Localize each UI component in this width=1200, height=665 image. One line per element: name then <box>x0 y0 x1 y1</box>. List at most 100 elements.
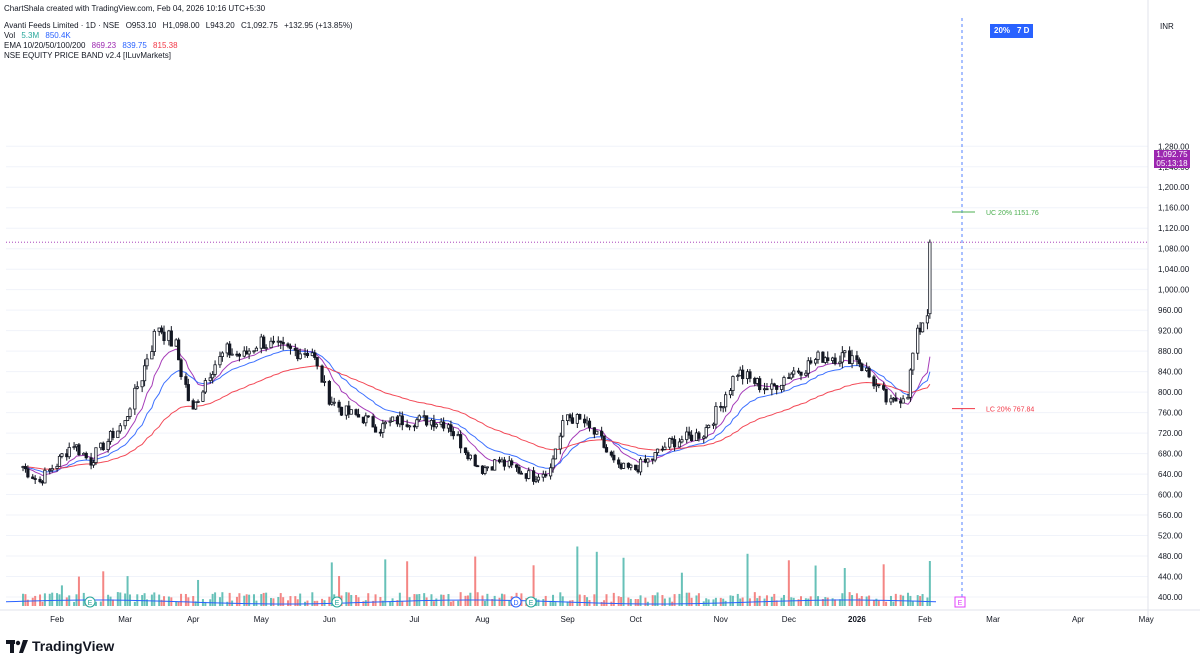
candle-body <box>424 415 429 426</box>
volume-bar <box>252 594 255 606</box>
candle-body <box>884 388 888 403</box>
candle-body <box>690 434 694 441</box>
volume-bar <box>418 594 421 606</box>
volume-bar <box>838 599 841 606</box>
volume-bar <box>423 593 426 606</box>
symbol-name[interactable]: Avanti Feeds Limited · 1D · NSE <box>4 21 120 30</box>
candle-body <box>252 350 256 353</box>
volume-bar <box>722 598 725 606</box>
volume-bar <box>583 595 586 606</box>
candle-body <box>473 454 477 467</box>
volume-bar <box>576 546 579 606</box>
volume-bar <box>48 593 51 606</box>
volume-bar <box>758 595 761 606</box>
volume-bar <box>214 592 217 606</box>
volume-bar <box>673 594 676 606</box>
event-marker-3: E <box>525 596 537 608</box>
candle-body <box>527 470 531 479</box>
volume-bar <box>680 572 683 606</box>
candle-body <box>707 424 711 429</box>
volume-bar <box>493 595 496 606</box>
band-days-badge: 7 D <box>1013 24 1034 38</box>
candle-body <box>94 447 98 464</box>
volume-bar <box>712 599 715 606</box>
volume-bar <box>542 599 545 606</box>
x-tick-label: Aug <box>475 615 489 624</box>
candle-body <box>177 339 181 361</box>
candle-body <box>434 423 438 428</box>
volume-bar <box>282 597 285 606</box>
candle-body <box>587 420 592 429</box>
volume-bar <box>146 599 149 606</box>
event-label: E <box>958 600 963 607</box>
candle-body <box>816 351 820 360</box>
volume-bar <box>877 600 880 606</box>
volume-bar <box>425 597 428 606</box>
candle-body <box>169 330 173 347</box>
candle-body <box>293 348 297 351</box>
volume-bar <box>43 593 46 606</box>
candle-body <box>84 452 88 459</box>
candle-body <box>211 374 215 379</box>
candle-body <box>850 355 854 365</box>
candle-body <box>67 447 71 458</box>
volume-bar <box>882 564 885 606</box>
volume-label[interactable]: Vol <box>4 31 16 40</box>
volume-bar <box>644 597 647 606</box>
volume-bar <box>391 598 394 606</box>
candle-body <box>118 425 122 432</box>
volume-bar <box>775 600 778 606</box>
candle-body <box>551 458 555 469</box>
candle-body <box>736 375 740 378</box>
volume-bar <box>311 592 314 606</box>
candle-body <box>451 431 455 437</box>
candle-body <box>568 414 572 419</box>
volume-bar <box>705 598 708 606</box>
volume-bar <box>338 576 341 606</box>
volume-bar <box>355 595 358 606</box>
candle-body <box>459 434 463 449</box>
candle-body <box>31 476 35 479</box>
volume-bar <box>396 600 399 606</box>
volume-bar <box>26 599 29 606</box>
tradingview-logo[interactable]: TradingView <box>6 638 114 654</box>
candle-body <box>133 387 137 410</box>
volume-bar <box>566 601 569 606</box>
volume-bar <box>184 593 187 606</box>
volume-bar <box>408 597 411 606</box>
candle-body <box>417 415 421 421</box>
volume-bar <box>381 600 384 606</box>
candle-body <box>536 476 541 481</box>
volume-bar <box>457 600 460 606</box>
y-tick-label: 520.00 <box>1158 532 1183 541</box>
candle-body <box>653 452 657 461</box>
candle-body <box>728 390 733 396</box>
candle-body <box>337 401 341 408</box>
indicator-name[interactable]: NSE EQUITY PRICE BAND v2.4 [ILuvMarkets] <box>4 51 172 60</box>
volume-bar <box>243 595 246 606</box>
candle-body <box>877 384 881 387</box>
candle-body <box>731 376 735 391</box>
candle-body <box>269 340 273 349</box>
candle-body <box>150 351 154 360</box>
volume-bar <box>238 593 241 606</box>
volume-bar <box>787 560 790 606</box>
candle-body <box>602 435 606 448</box>
volume-bar <box>561 596 564 606</box>
volume-bar <box>773 593 776 606</box>
last-price-label: 1,092.75 05:13:18 <box>1154 150 1190 168</box>
volume-bar <box>724 600 727 606</box>
candle-body <box>220 352 224 357</box>
volume-bar <box>780 597 783 606</box>
volume-bar <box>707 599 710 606</box>
candle-body <box>213 364 217 375</box>
ema-label[interactable]: EMA 10/20/50/100/200 <box>4 41 86 50</box>
x-tick-label: Jun <box>323 615 336 624</box>
volume-bar <box>729 595 732 606</box>
volume-bar <box>158 594 161 606</box>
y-tick-label: 1,160.00 <box>1158 204 1190 213</box>
volume-bar <box>858 598 861 606</box>
event-marker-4: E <box>954 596 966 608</box>
event-label: E <box>335 600 340 607</box>
